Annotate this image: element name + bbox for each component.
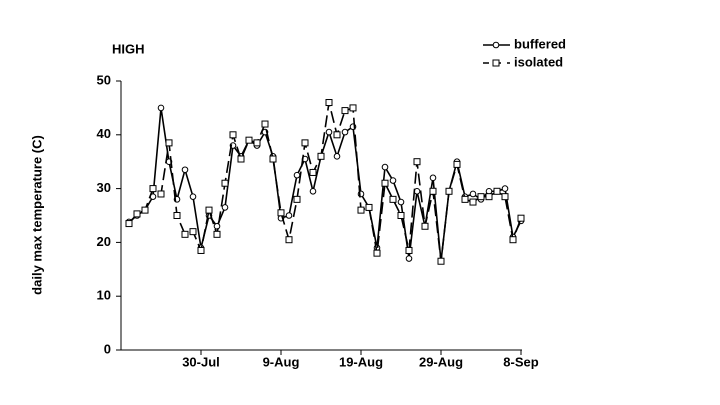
point: [181, 166, 189, 174]
x-tick-label: 30-Jul: [182, 354, 220, 369]
point: [141, 206, 149, 214]
point: [157, 190, 165, 198]
point: [333, 131, 341, 139]
y-tick-label: 20: [97, 234, 111, 249]
point: [221, 179, 229, 187]
x-tick-label: 9-Aug: [263, 354, 300, 369]
y-tick-label: 40: [97, 126, 111, 141]
point: [461, 195, 469, 203]
point: [285, 236, 293, 244]
point: [213, 230, 221, 238]
legend-label: buffered: [514, 36, 566, 51]
point: [333, 153, 341, 160]
chart-title: HIGH: [112, 41, 145, 56]
point: [349, 104, 357, 112]
point: [309, 187, 317, 195]
point: [293, 171, 301, 179]
legend-label: isolated: [514, 54, 563, 69]
point: [357, 206, 365, 214]
legend-marker: [492, 41, 500, 49]
point: [253, 139, 261, 147]
x-tick-label: 8-Sep: [503, 354, 538, 369]
y-tick-label: 10: [97, 288, 111, 303]
point: [493, 187, 501, 195]
point: [477, 193, 485, 201]
point: [509, 236, 517, 244]
point: [381, 179, 389, 187]
point: [197, 246, 205, 254]
point: [397, 212, 405, 219]
point: [309, 168, 317, 176]
y-axis-label: daily max temperature (C): [29, 135, 44, 295]
point: [181, 230, 189, 238]
point: [397, 198, 405, 206]
point: [341, 107, 349, 115]
point: [429, 187, 437, 195]
point: [173, 212, 181, 219]
point: [261, 120, 269, 128]
point: [293, 195, 301, 203]
x-tick-label: 29-Aug: [419, 354, 463, 369]
point: [213, 222, 221, 230]
y-tick-label: 30: [97, 180, 111, 195]
point: [245, 136, 253, 144]
point: [237, 155, 245, 163]
point: [381, 163, 389, 171]
point: [517, 214, 525, 222]
y-tick-label: 0: [104, 341, 111, 356]
point: [149, 185, 157, 193]
point: [157, 104, 165, 112]
point: [269, 155, 277, 163]
point: [469, 198, 477, 206]
y-tick-label: 50: [97, 72, 111, 87]
point: [453, 160, 461, 168]
point: [365, 203, 373, 211]
point: [189, 193, 197, 200]
point: [405, 255, 413, 262]
point: [229, 131, 237, 139]
point: [501, 193, 509, 201]
point: [485, 193, 493, 201]
point: [469, 190, 477, 198]
point: [373, 249, 381, 257]
point: [301, 139, 309, 147]
point: [277, 209, 285, 217]
point: [445, 187, 453, 195]
point: [325, 99, 333, 107]
point: [405, 246, 413, 254]
point: [189, 228, 197, 236]
point: [341, 128, 349, 136]
point: [501, 185, 509, 192]
point: [165, 139, 173, 147]
point: [125, 220, 133, 228]
point: [285, 212, 293, 219]
point: [389, 195, 397, 203]
point: [389, 177, 397, 184]
point: [437, 257, 445, 265]
point: [421, 222, 429, 230]
point: [317, 152, 325, 160]
point: [133, 210, 141, 218]
point: [325, 128, 333, 136]
legend-marker: [492, 59, 500, 67]
point: [221, 204, 229, 211]
point: [205, 206, 213, 214]
point: [429, 174, 437, 182]
point: [413, 158, 421, 166]
x-tick-label: 19-Aug: [339, 354, 383, 369]
